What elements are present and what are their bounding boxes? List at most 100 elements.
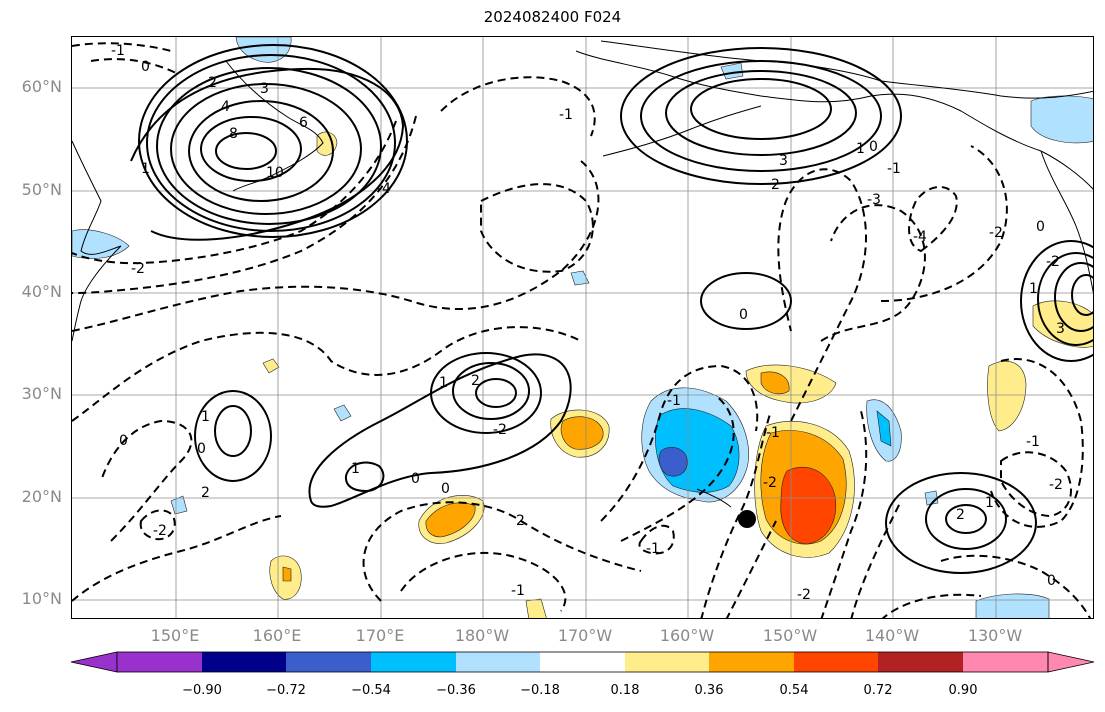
contour-labels: -1 0 2 4 6 8 10 3 1 -1 0 3 2 1 -4 -2 -4 … [111, 43, 1065, 603]
contour-label: 0 [739, 307, 748, 323]
colorbar-tick-label: 0.36 [694, 683, 724, 698]
colorbar-outline [116, 651, 1049, 673]
lon-label: 130°W [967, 626, 1023, 645]
shade-blue-140w [876, 410, 892, 447]
colorbar-segment [794, 652, 878, 672]
map-canvas: -1 0 2 4 6 8 10 3 1 -1 0 3 2 1 -4 -2 -4 … [72, 37, 1093, 618]
contour-label: -4 [377, 181, 391, 197]
coast-bc [1040, 150, 1093, 294]
colorbar-tick-label: −0.54 [351, 683, 391, 698]
contour-label: -2 [153, 523, 167, 539]
coast-aleutians [602, 105, 762, 157]
colorbar-tick-label: −0.18 [520, 683, 560, 698]
lon-label: 150°E [150, 626, 200, 645]
lon-label: 160°W [659, 626, 715, 645]
colorbar-tick-label: −0.90 [182, 683, 222, 698]
graticule [72, 37, 1093, 618]
colorbar-extend-left [70, 651, 118, 673]
shade-orange-170w [560, 416, 604, 450]
contour-label: 4 [221, 99, 230, 115]
contour-label: 2 [208, 75, 217, 91]
contour-label: 0 [869, 139, 878, 155]
contour-label: 1 [985, 495, 994, 511]
contour-label: 1 [856, 141, 865, 157]
contour-label: 3 [260, 81, 269, 97]
contour-label: -2 [1049, 477, 1063, 493]
colorbar-tick-label: 0.72 [863, 683, 893, 698]
colorbar-segment [709, 652, 794, 672]
coast-hawaii [696, 488, 732, 508]
contour-label: -1 [511, 583, 525, 599]
colorbar-segment [456, 652, 540, 672]
colorbar-tick-label: 0.90 [948, 683, 978, 698]
shade-small-6 [170, 495, 188, 515]
lon-label: 180°W [454, 626, 510, 645]
contour-label: -1 [559, 107, 573, 123]
contour-label: 0 [1047, 573, 1056, 589]
storm-position-marker [738, 510, 756, 528]
colorbar-tick-label: −0.36 [436, 683, 476, 698]
contour-label: -2 [797, 587, 811, 603]
contour-label: 0 [411, 471, 420, 487]
colorbar-extend-right [1047, 651, 1095, 673]
lat-label: 60°N [21, 77, 62, 96]
shade-red-east [780, 466, 837, 545]
shade-cyan-nw [235, 37, 292, 63]
contour-label: 1 [439, 375, 448, 391]
lon-label: 170°E [355, 626, 405, 645]
colorbar-tick-label: 0.18 [610, 683, 640, 698]
contour-label: -2 [1046, 254, 1060, 270]
contour-label: -1 [766, 425, 780, 441]
colorbar [70, 651, 1095, 673]
shade-yellow-kam [316, 131, 338, 156]
colorbar-segment [371, 652, 456, 672]
colorbar-segment [286, 652, 371, 672]
contour-label: 2 [771, 177, 780, 193]
contour-label: -4 [913, 229, 927, 245]
contour-label: 0 [119, 433, 128, 449]
contour-label: -3 [867, 192, 881, 208]
lat-label: 20°N [21, 487, 62, 506]
contour-label: -2 [131, 261, 145, 277]
contour-label: -2 [763, 475, 777, 491]
contour-label: -1 [887, 161, 901, 177]
shade-yellow-130w [987, 360, 1027, 432]
contour-label: 2 [201, 485, 210, 501]
coast-alaska-north [600, 40, 1093, 99]
contour-label: 8 [229, 126, 238, 142]
lon-label: 150°W [762, 626, 818, 645]
map-plot-area: -1 0 2 4 6 8 10 3 1 -1 0 3 2 1 -4 -2 -4 … [71, 36, 1094, 619]
contour-label: 1 [141, 161, 150, 177]
shade-cyan-w [72, 229, 130, 259]
contour-label: 1 [201, 409, 210, 425]
colorbar-tick-label: −0.72 [266, 683, 306, 698]
shade-cyan-ne [1030, 95, 1093, 144]
contour-label: 1 [1029, 281, 1038, 297]
contour-label: 1 [351, 461, 360, 477]
contour-label: -1 [667, 393, 681, 409]
shade-darkblue-central [658, 446, 688, 477]
shade-orange-180 [425, 502, 476, 538]
colorbar-segment [117, 652, 202, 672]
coast-asia-west [72, 140, 122, 342]
map-title: 2024082400 F024 [483, 8, 622, 26]
lat-label: 40°N [21, 282, 62, 301]
contour-label: 2 [471, 373, 480, 389]
colorbar-segment [878, 652, 963, 672]
lat-label: 10°N [21, 589, 62, 608]
contour-label: 3 [779, 153, 788, 169]
lon-label: 170°W [557, 626, 613, 645]
dashed-contours [72, 42, 1092, 618]
contour-label: 0 [197, 441, 206, 457]
shaded-anomalies [72, 37, 1093, 618]
colorbar-segment [540, 652, 625, 672]
contour-label: 0 [141, 59, 150, 75]
contour-label: 0 [1036, 219, 1045, 235]
colorbar-segment [963, 652, 1048, 672]
contour-label: -1 [1026, 434, 1040, 450]
solid-contours [130, 44, 1093, 574]
contour-label: 0 [441, 481, 450, 497]
contour-label: 2 [516, 513, 525, 529]
colorbar-tick-label: 0.54 [779, 683, 809, 698]
shade-orange-west [282, 566, 292, 582]
